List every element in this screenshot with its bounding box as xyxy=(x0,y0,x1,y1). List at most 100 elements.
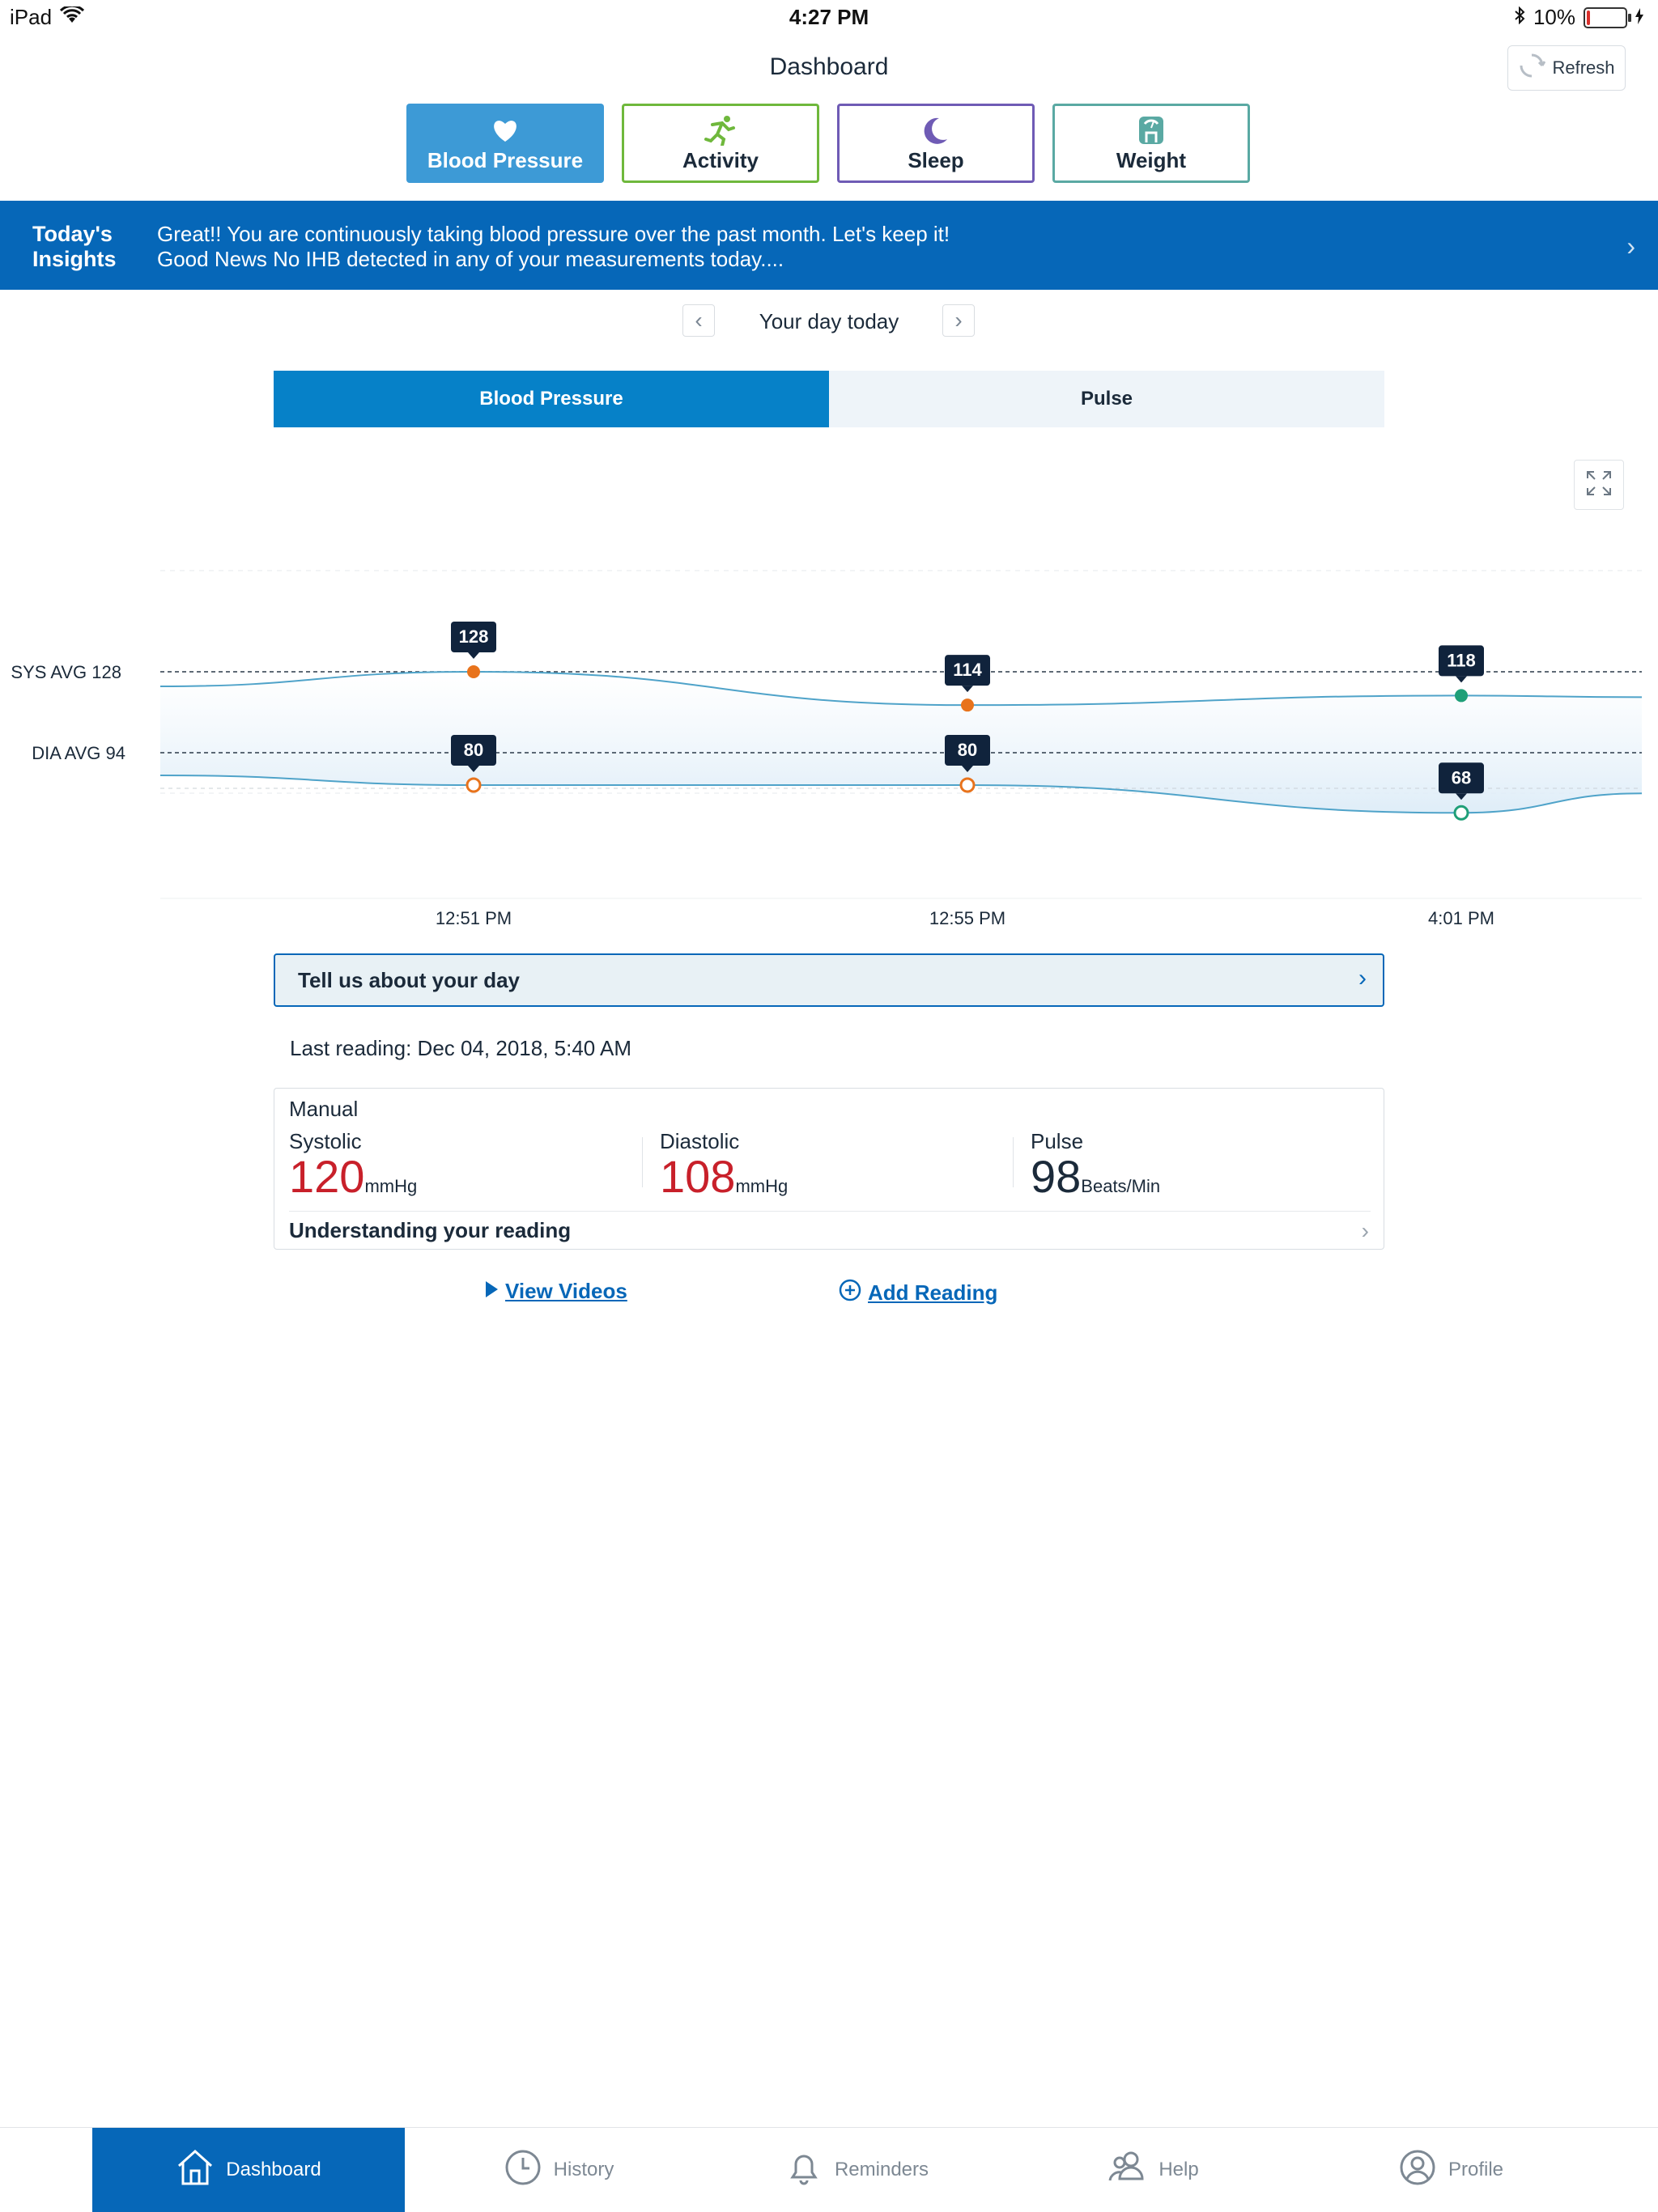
segment-pulse[interactable]: Pulse xyxy=(829,371,1384,427)
tab-profile[interactable]: Profile xyxy=(1346,2128,1556,2212)
chart-segment-control: Blood Pressure Pulse xyxy=(274,371,1384,427)
battery-icon xyxy=(1584,6,1631,28)
diastolic-data-label: 80 xyxy=(958,740,977,760)
tab-label: Reminders xyxy=(834,2159,929,2180)
view-videos-link[interactable]: View Videos xyxy=(484,1279,627,1304)
insights-text: Great!! You are continuously taking bloo… xyxy=(157,222,950,272)
diastolic-data-label-pointer xyxy=(1456,793,1467,800)
tell-us-about-day-button[interactable]: Tell us about your day › xyxy=(274,953,1384,1007)
insight-line-1: Great!! You are continuously taking bloo… xyxy=(157,222,950,246)
view-videos-label: View Videos xyxy=(505,1279,627,1303)
avg-reference-label: SYS AVG 128 xyxy=(11,662,121,682)
systolic-data-label-pointer xyxy=(468,652,479,659)
status-bar: iPad 4:27 PM 10% xyxy=(0,0,1658,36)
chevron-right-icon: › xyxy=(1361,1218,1369,1243)
refresh-icon xyxy=(1518,52,1546,84)
category-label: Blood Pressure xyxy=(427,147,584,172)
chevron-left-icon: ‹ xyxy=(695,308,703,333)
systolic-data-label: 128 xyxy=(459,626,489,647)
plus-circle-icon xyxy=(839,1279,861,1307)
systolic-data-label: 118 xyxy=(1447,650,1476,670)
tab-history[interactable]: History xyxy=(453,2128,664,2212)
systolic-data-label: 114 xyxy=(953,660,982,680)
diastolic-data-label-box xyxy=(945,735,990,766)
clock-icon xyxy=(504,2148,542,2193)
chevron-right-icon: › xyxy=(954,308,963,333)
home-icon xyxy=(176,2148,215,2193)
category-label: Activity xyxy=(682,147,759,172)
reading-source: Manual xyxy=(289,1097,359,1121)
heart-icon xyxy=(491,114,520,146)
diastolic-unit: mmHg xyxy=(735,1176,789,1196)
last-reading-text: Last reading: Dec 04, 2018, 5:40 AM xyxy=(290,1036,632,1060)
pulse-label: Pulse xyxy=(1031,1129,1084,1153)
expand-icon xyxy=(1585,469,1613,501)
category-blood-pressure[interactable]: Blood Pressure xyxy=(406,104,604,183)
category-label: Sleep xyxy=(908,147,964,172)
divider xyxy=(1013,1137,1014,1187)
pulse-metric: Pulse 98Beats/Min xyxy=(1031,1129,1160,1199)
category-activity[interactable]: Activity xyxy=(622,104,819,183)
diastolic-metric: Diastolic 108mmHg xyxy=(660,1129,788,1199)
tab-dashboard[interactable]: Dashboard xyxy=(92,2128,405,2212)
systolic-data-label-box xyxy=(1439,645,1484,677)
systolic-data-label-pointer xyxy=(962,686,973,693)
chevron-right-icon: › xyxy=(1626,231,1635,261)
tab-label: Profile xyxy=(1448,2159,1504,2180)
person-icon xyxy=(1398,2148,1437,2193)
charging-icon xyxy=(1635,5,1643,30)
next-day-button[interactable]: › xyxy=(942,304,975,337)
expand-chart-button[interactable] xyxy=(1574,460,1624,510)
diastolic-data-label-pointer xyxy=(962,766,973,772)
refresh-label: Refresh xyxy=(1552,57,1615,78)
systolic-data-point xyxy=(1455,689,1468,703)
chevron-right-icon: › xyxy=(1358,965,1367,991)
tab-reminders[interactable]: Reminders xyxy=(751,2128,962,2212)
pulse-unit: Beats/Min xyxy=(1081,1176,1161,1196)
tell-us-label: Tell us about your day xyxy=(298,967,521,992)
scale-icon xyxy=(1137,114,1165,146)
divider xyxy=(289,1211,1371,1212)
tab-label: Dashboard xyxy=(226,2159,321,2180)
category-sleep[interactable]: Sleep xyxy=(837,104,1035,183)
insights-title-line2: Insights xyxy=(32,247,117,271)
divider xyxy=(642,1137,643,1187)
prev-day-button[interactable]: ‹ xyxy=(682,304,715,337)
day-navigator: Your day today ‹ › xyxy=(0,304,1658,340)
add-reading-label: Add Reading xyxy=(868,1280,998,1305)
tab-help[interactable]: Help xyxy=(1048,2128,1258,2212)
insight-line-2: Good News No IHB detected in any of your… xyxy=(157,247,784,271)
play-icon xyxy=(484,1279,499,1304)
insights-title: Today's Insights xyxy=(32,222,117,272)
add-reading-link[interactable]: Add Reading xyxy=(839,1279,997,1307)
systolic-metric: Systolic 120mmHg xyxy=(289,1129,417,1199)
status-time: 4:27 PM xyxy=(789,5,869,29)
insights-banner[interactable]: Today's Insights Great!! You are continu… xyxy=(0,201,1658,290)
bell-icon xyxy=(784,2148,823,2193)
tab-label: History xyxy=(553,2159,614,2180)
systolic-data-point xyxy=(467,665,480,678)
diastolic-data-label-box xyxy=(1439,762,1484,794)
page-title: Dashboard xyxy=(769,53,889,80)
avg-reference-label: DIA AVG 94 xyxy=(32,743,125,763)
systolic-data-label-box xyxy=(945,655,990,686)
category-weight[interactable]: Weight xyxy=(1052,104,1250,183)
segment-blood-pressure[interactable]: Blood Pressure xyxy=(274,371,829,427)
battery-level xyxy=(1587,10,1590,25)
x-tick-label: 12:51 PM xyxy=(436,908,512,928)
tab-label: Help xyxy=(1158,2159,1199,2180)
bluetooth-icon xyxy=(1514,5,1525,30)
day-label: Your day today xyxy=(759,309,899,333)
diastolic-label: Diastolic xyxy=(660,1129,740,1153)
diastolic-series-line xyxy=(159,775,1643,814)
diastolic-data-point xyxy=(466,777,482,793)
systolic-data-label-pointer xyxy=(1456,676,1467,683)
insights-title-line1: Today's xyxy=(32,222,113,246)
bottom-tab-bar: Dashboard History Reminders Help Profile xyxy=(0,2127,1658,2212)
refresh-button[interactable]: Refresh xyxy=(1507,45,1626,91)
category-label: Weight xyxy=(1116,147,1187,172)
diastolic-data-label-pointer xyxy=(468,766,479,772)
understanding-reading-link[interactable]: Understanding your reading xyxy=(289,1218,572,1242)
systolic-data-point xyxy=(961,698,974,712)
systolic-value: 120 xyxy=(289,1151,365,1202)
